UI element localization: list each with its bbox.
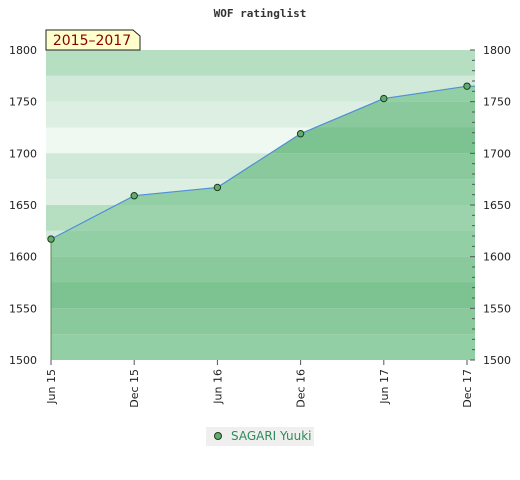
- y-tick-label-left: 1600: [9, 251, 37, 264]
- x-tick-label: Jun 16: [211, 369, 224, 405]
- legend-background: [206, 427, 314, 446]
- x-tick-label: Dec 17: [461, 369, 474, 408]
- area-left-gap: [46, 239, 51, 360]
- y-axis-right: 1500 1550 1600 1650 1700 1750 1800: [470, 44, 511, 367]
- x-tick-label: Dec 16: [295, 369, 308, 408]
- y-tick-label-right: 1600: [483, 251, 511, 264]
- chart-title: WOF ratinglist: [214, 7, 307, 20]
- data-point: [296, 130, 305, 138]
- legend-label: SAGARI Yuuki: [231, 429, 311, 443]
- y-tick-label-right: 1750: [483, 96, 511, 109]
- area-band-10: [51, 308, 475, 335]
- y-tick-label-right: 1800: [483, 44, 511, 57]
- data-point: [463, 82, 471, 90]
- legend[interactable]: SAGARI Yuuki: [206, 427, 314, 446]
- data-point: [213, 183, 222, 192]
- y-tick-label-right: 1550: [483, 302, 511, 315]
- y-tick-label-left: 1750: [9, 96, 37, 109]
- x-tick-label: Jun 17: [378, 369, 391, 405]
- x-tick-label: Dec 15: [128, 369, 141, 408]
- data-point: [380, 94, 388, 103]
- x-tick-label: Jun 15: [45, 369, 58, 405]
- y-tick-label-right: 1500: [483, 354, 511, 367]
- y-tick-label-left: 1700: [9, 147, 37, 160]
- y-tick-label-left: 1800: [9, 44, 37, 57]
- y-tick-label-left: 1500: [9, 354, 37, 367]
- y-axis-left: 1500 1550 1600 1650 1700 1750 1800: [9, 44, 37, 367]
- area-band-7: [51, 230, 475, 257]
- legend-marker-icon: [214, 432, 222, 440]
- period-badge: 2015–2017: [45, 29, 141, 51]
- area-band-8: [51, 256, 475, 283]
- area-band-9: [51, 282, 475, 309]
- area-band-6: [51, 205, 475, 231]
- period-badge-box: [45, 29, 141, 51]
- area-band-11: [51, 334, 475, 360]
- y-tick-label-left: 1650: [9, 199, 37, 212]
- band-above-0: [46, 50, 475, 76]
- y-tick-label-right: 1700: [483, 147, 511, 160]
- data-markers: [47, 82, 471, 243]
- period-badge-label: 2015–2017: [53, 33, 131, 49]
- x-axis: Jun 15 Dec 15 Jun 16 Dec 16 Jun 17 Dec 17: [45, 360, 474, 408]
- y-tick-label-left: 1550: [9, 302, 37, 315]
- y-tick-label-right: 1650: [483, 199, 511, 212]
- data-point: [47, 235, 55, 243]
- data-point: [130, 192, 138, 200]
